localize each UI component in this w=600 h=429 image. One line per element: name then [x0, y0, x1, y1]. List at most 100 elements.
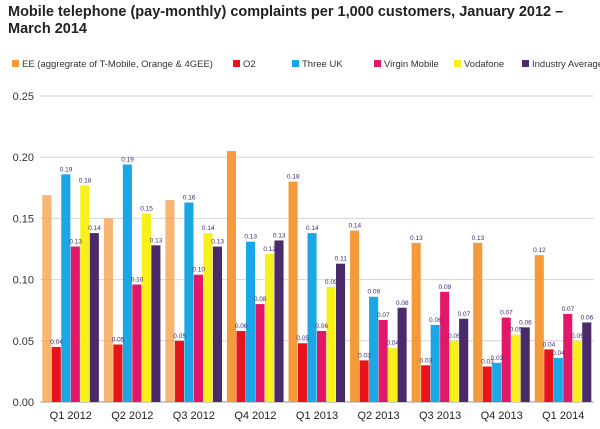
data-label: 0.14: [88, 225, 101, 232]
data-label: 0.13: [410, 235, 423, 242]
bar: [184, 202, 194, 402]
x-axis: Q1 2012 Q2 2012 Q3 2012 Q4 2012 Q1 2013 Q2 20…: [50, 410, 585, 422]
bar: [70, 246, 80, 402]
legend-label: O2: [243, 59, 256, 70]
legend-label: Vodafone: [464, 59, 504, 70]
data-label: 0.13: [150, 237, 163, 244]
bar: [151, 245, 161, 402]
data-label: 0.09: [439, 284, 452, 291]
x-tick-label: Q1 2014: [542, 410, 584, 422]
data-label: 0.03: [491, 355, 504, 362]
data-label: 0.18: [287, 174, 300, 181]
bar: [369, 296, 379, 402]
legend-label: EE (aggregrate of T-Mobile, Orange & 4GE…: [22, 59, 213, 70]
bar-series: [42, 151, 592, 402]
data-label: 0.19: [121, 157, 134, 164]
y-axis: 0.00 0.05 0.10 0.15 0.20 0.25: [13, 91, 34, 409]
data-label: 0.14: [348, 223, 361, 230]
bar: [378, 319, 388, 402]
data-label: 0.07: [377, 312, 390, 319]
data-label: 0.14: [202, 225, 215, 232]
data-label: 0.13: [211, 239, 224, 246]
legend: EE (aggregrate of T-Mobile, Orange & 4GE…: [12, 59, 600, 70]
bar: [336, 263, 346, 402]
bar: [264, 253, 275, 402]
data-label: 0.06: [429, 317, 442, 324]
bar: [42, 195, 52, 402]
legend-swatch: [233, 60, 240, 67]
bar: [203, 233, 213, 402]
bar: [236, 331, 246, 402]
data-label: 0.03: [420, 357, 433, 364]
data-label: 0.13: [472, 235, 485, 242]
data-label: 0.16: [183, 194, 196, 201]
legend-swatch: [292, 60, 299, 67]
data-label: 0.09: [325, 279, 338, 286]
bar: [473, 242, 483, 402]
y-tick-label: 0.25: [13, 91, 34, 103]
bar: [397, 307, 407, 402]
bar: [350, 230, 360, 402]
data-label: 0.06: [519, 319, 532, 326]
x-tick-label: Q3 2012: [173, 410, 215, 422]
bar: [255, 304, 265, 402]
bar: [212, 246, 222, 402]
bar: [307, 233, 317, 402]
data-label: 0.09: [367, 289, 380, 296]
bar: [359, 360, 369, 402]
bar: [288, 181, 298, 402]
data-label: 0.04: [543, 341, 556, 348]
data-label: 0.04: [552, 350, 565, 357]
y-tick-label: 0.10: [13, 275, 34, 287]
bar: [226, 151, 237, 402]
legend-label: Three UK: [302, 59, 343, 70]
y-tick-label: 0.20: [13, 152, 34, 164]
data-label: 0.07: [562, 306, 575, 313]
legend-label: Industry Average: [532, 59, 600, 70]
data-label: 0.11: [335, 256, 348, 263]
data-label: 0.07: [458, 311, 471, 318]
y-tick-label: 0.00: [13, 397, 34, 409]
bar: [51, 346, 61, 402]
x-tick-label: Q2 2013: [357, 410, 399, 422]
bar: [421, 365, 431, 402]
x-tick-label: Q3 2013: [419, 410, 461, 422]
y-tick-label: 0.15: [13, 213, 34, 225]
data-label: 0.06: [581, 314, 594, 321]
data-label: 0.03: [481, 359, 494, 366]
bar: [501, 317, 511, 402]
legend-swatch: [454, 60, 461, 67]
chart-title: Mobile telephone (pay-monthly) complaint…: [8, 4, 564, 37]
bar: [449, 340, 459, 402]
data-label: 0.19: [60, 166, 73, 173]
bar: [174, 340, 184, 402]
x-tick-label: Q4 2012: [234, 410, 276, 422]
bar: [411, 242, 421, 402]
bar: [317, 331, 327, 402]
bar: [520, 327, 530, 402]
legend-label: Virgin Mobile: [384, 59, 439, 70]
x-tick-label: Q1 2012: [50, 410, 92, 422]
bar: [440, 291, 450, 402]
legend-swatch: [374, 60, 381, 67]
bar: [298, 343, 308, 402]
bar: [511, 334, 521, 402]
legend-swatch: [522, 60, 529, 67]
data-label: 0.08: [254, 296, 267, 303]
legend-swatch: [12, 60, 19, 67]
bar: [61, 174, 71, 402]
data-label: 0.05: [571, 333, 584, 340]
data-label: 0.04: [50, 339, 63, 346]
data-label: 0.08: [396, 300, 409, 307]
y-tick-label: 0.05: [13, 336, 34, 348]
bar: [326, 286, 336, 402]
bar: [165, 200, 175, 402]
data-label: 0.07: [500, 310, 513, 317]
data-labels: 0.04 0.19 0.13 0.18 0.14 0.05 0.19 0.10 0.15 0.13…: [50, 157, 593, 366]
data-label: 0.06: [315, 323, 328, 330]
data-label: 0.10: [131, 276, 144, 283]
bar: [430, 324, 440, 402]
data-label: 0.18: [79, 177, 92, 184]
bar: [388, 348, 398, 402]
